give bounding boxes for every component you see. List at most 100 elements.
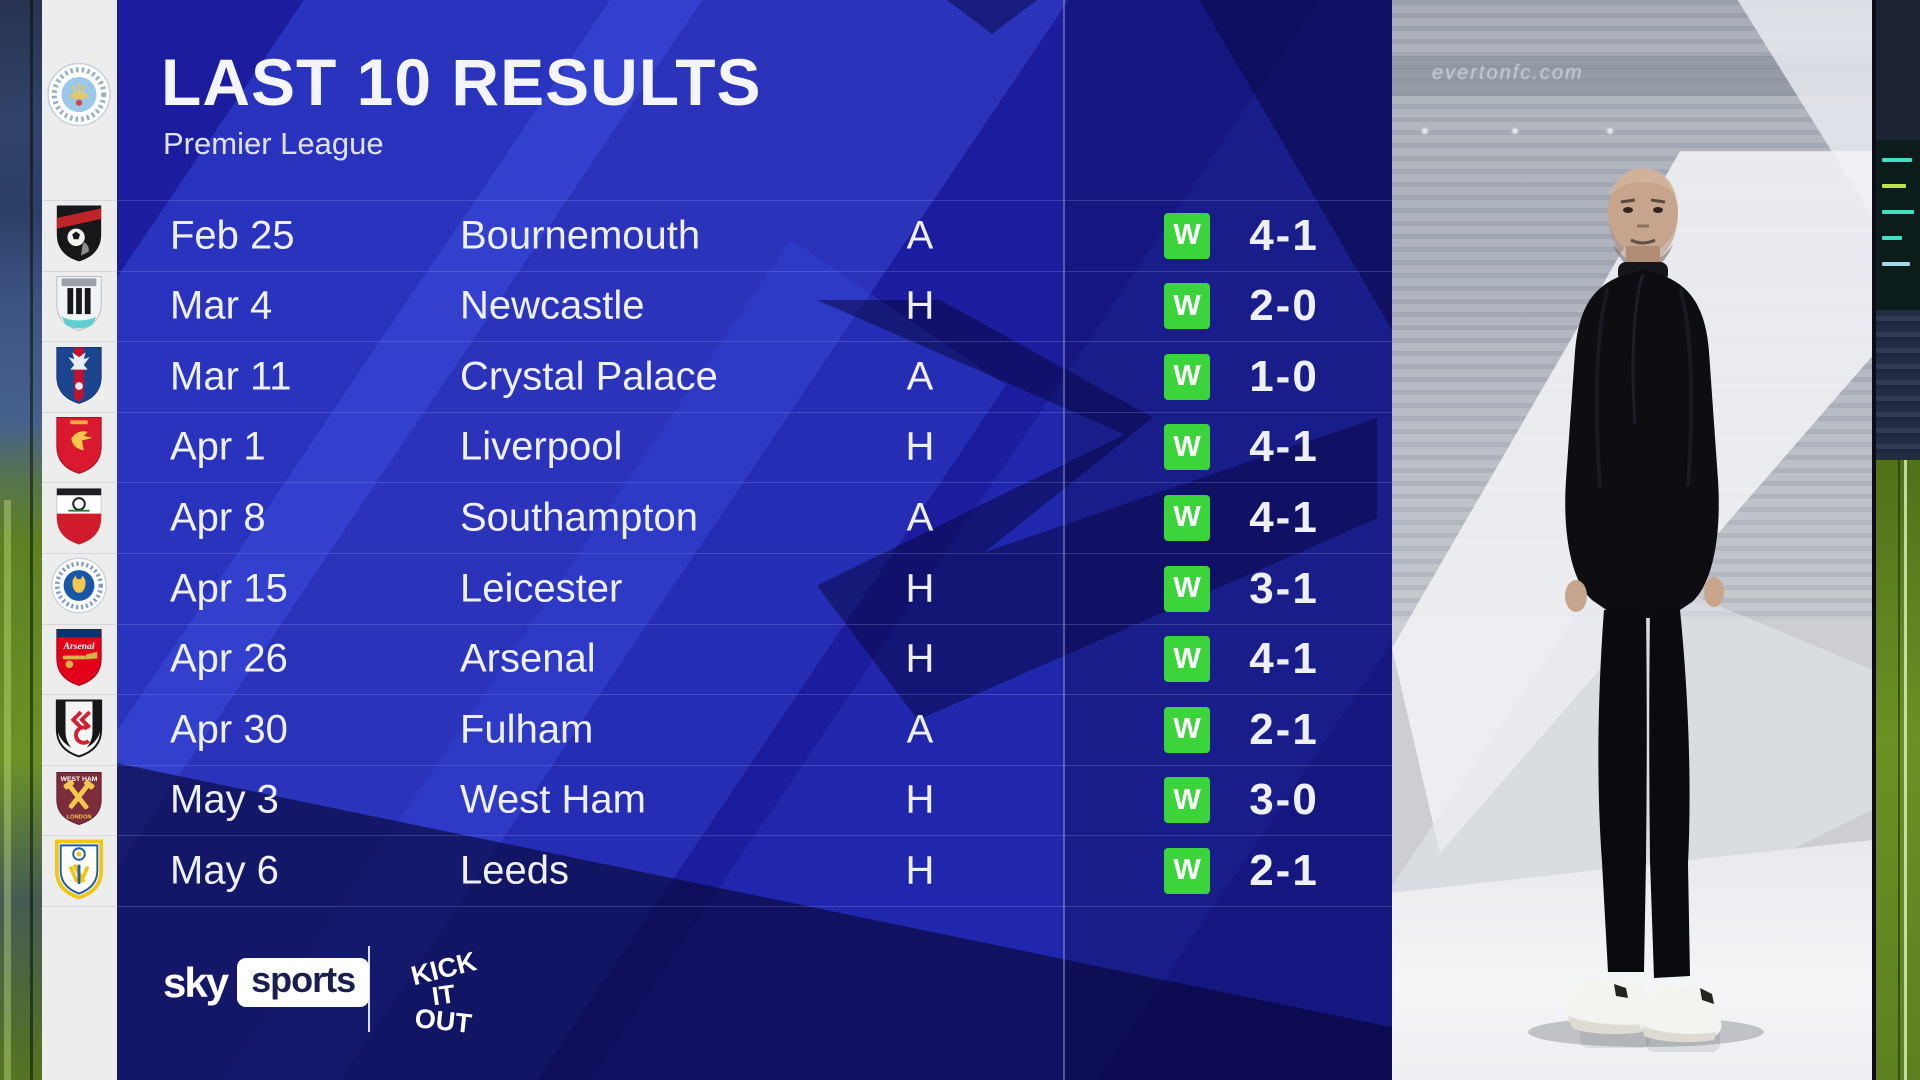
pep-guardiola-figure [1528, 168, 1764, 1052]
match-score: 3-0 [1249, 775, 1319, 825]
venue-indicator: H [905, 848, 935, 893]
crystal-palace-crest-icon [52, 343, 106, 410]
win-badge: W [1164, 494, 1210, 541]
result-row: Mar 11 Crystal Palace A W 1-0 [117, 341, 1392, 412]
win-badge: W [1164, 565, 1210, 612]
rail-separator [42, 482, 117, 484]
row-separator [117, 764, 1392, 766]
row-separator [117, 694, 1392, 696]
result-row: Apr 1 Liverpool H W 4-1 [117, 412, 1392, 483]
row-separator [117, 341, 1392, 343]
win-badge: W [1164, 847, 1210, 894]
svg-text:OUT: OUT [413, 1003, 473, 1039]
result-row: Apr 30 Fulham A W 2-1 [117, 694, 1392, 765]
result-row: Apr 26 Arsenal H W 4-1 [117, 624, 1392, 695]
floodlight-dot [1422, 128, 1428, 134]
opponent-name: Crystal Palace [460, 354, 718, 399]
rail-separator [42, 694, 117, 696]
match-date: Apr 8 [170, 495, 266, 540]
kick-it-out-logo-icon: KICK IT OUT [395, 944, 491, 1040]
panel-edge-line [1872, 0, 1876, 1080]
page-title: LAST 10 RESULTS [161, 45, 762, 119]
rail-separator [42, 906, 117, 907]
match-date: Apr 15 [170, 566, 288, 610]
result-row: Mar 4 Newcastle H W 2-0 [117, 271, 1392, 342]
background-video-left-strip [0, 0, 42, 1080]
venue-indicator: A [906, 707, 934, 752]
match-score: 4-1 [1249, 492, 1319, 542]
scoreboard-strip [1876, 140, 1920, 310]
liverpool-crest-icon [52, 414, 106, 481]
result-row: May 6 Leeds H W 2-1 [117, 835, 1392, 906]
match-score: 2-1 [1249, 704, 1319, 754]
pitch-dark-line [1898, 460, 1900, 1080]
match-score: 2-1 [1249, 845, 1319, 895]
newcastle-crest-icon [52, 272, 106, 339]
sky-logo-text: sky [163, 958, 229, 1006]
manager-photo-panel: evertonfc.com [1392, 0, 1872, 1080]
result-row: Apr 15 Leicester H W 3-1 [117, 553, 1392, 624]
match-date: Apr 30 [170, 707, 288, 752]
win-badge: W [1164, 353, 1210, 400]
row-separator [117, 553, 1392, 554]
row-separator [117, 835, 1392, 837]
floodlight-dot [1512, 128, 1518, 134]
venue-indicator: H [905, 636, 935, 681]
svg-text:Arsenal: Arsenal [62, 641, 94, 652]
rail-separator [42, 200, 117, 201]
match-score: 4-1 [1249, 634, 1319, 684]
results-panel: LAST 10 RESULTS Premier League Feb 25 Bo… [117, 0, 1392, 1080]
rail-separator [42, 553, 117, 554]
row-separator [117, 270, 1392, 272]
rail-separator [42, 411, 117, 413]
floodlight-dot [1607, 128, 1613, 134]
venue-indicator: H [905, 566, 935, 610]
leicester-crest-icon [50, 557, 108, 620]
svg-text:IT: IT [430, 978, 457, 1011]
venue-indicator: A [906, 354, 934, 399]
opponent-name: Arsenal [460, 636, 596, 681]
pitch-white-line [1904, 460, 1907, 1080]
background-video-right-strip [1872, 0, 1920, 1080]
rail-separator [42, 764, 117, 766]
opponent-name: West Ham [460, 777, 646, 822]
result-row: Feb 25 Bournemouth A W 4-1 [117, 200, 1392, 271]
bournemouth-crest-icon [52, 202, 106, 269]
opponent-name: Southampton [460, 495, 698, 540]
opponent-name: Fulham [460, 707, 594, 752]
opponent-name: Newcastle [460, 283, 645, 328]
match-score: 4-1 [1249, 210, 1319, 260]
venue-indicator: H [905, 777, 935, 822]
win-badge: W [1164, 283, 1210, 330]
column-divider-line [1063, 0, 1065, 1080]
row-separator [117, 411, 1392, 413]
venue-indicator: H [905, 283, 935, 328]
match-date: Mar 11 [170, 354, 292, 399]
rail-separator [42, 623, 117, 625]
fulham-crest-icon [52, 696, 106, 763]
svg-text:LONDON: LONDON [67, 815, 92, 821]
venue-indicator: A [906, 495, 934, 540]
match-score: 3-1 [1249, 563, 1319, 613]
opponent-name: Bournemouth [460, 213, 701, 257]
sky-sports-logo: sky sports [163, 958, 370, 1007]
row-separator [117, 623, 1392, 625]
opponent-name: Leicester [460, 566, 623, 610]
match-score: 2-0 [1249, 281, 1319, 331]
match-date: May 3 [170, 777, 279, 822]
match-date: May 6 [170, 848, 279, 893]
stadium-sign-text: evertonfc.com [1432, 62, 1584, 84]
crowd-strip [1876, 310, 1920, 460]
competition-subtitle: Premier League [163, 126, 384, 161]
match-score: 4-1 [1249, 422, 1319, 472]
match-date: Feb 25 [170, 213, 295, 257]
logo-divider-line [368, 946, 370, 1032]
row-separator [117, 482, 1392, 484]
sports-logo-text: sports [237, 958, 370, 1007]
club-crest-rail: Arsenal WEST HAM LONDON [42, 0, 117, 1080]
row-separator [117, 200, 1392, 201]
rail-separator [42, 270, 117, 272]
result-row: Apr 8 Southampton A W 4-1 [117, 482, 1392, 553]
southampton-crest-icon [52, 484, 106, 551]
win-badge: W [1164, 424, 1210, 471]
